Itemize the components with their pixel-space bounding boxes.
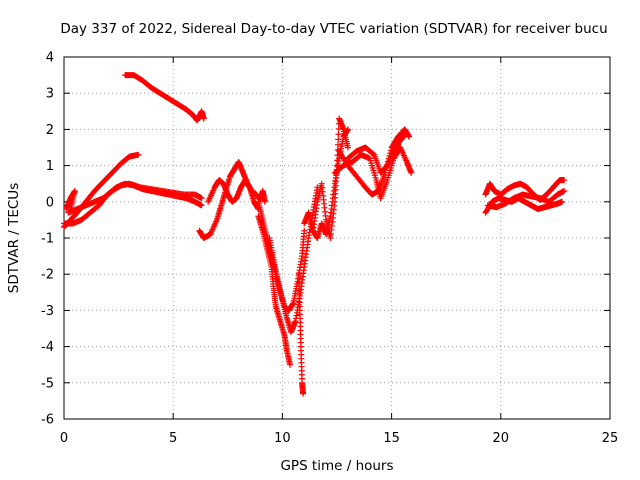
data-point-interp [300,230,307,237]
track-3 [63,187,78,213]
data-point-interp [331,202,338,209]
grid-lines [64,57,610,419]
data-point-interp [340,125,347,132]
track-12 [309,115,351,241]
data-point-interp [217,204,224,211]
track-6 [205,177,262,213]
track-4 [122,72,207,124]
data-point-interp [344,142,351,149]
y-tick-label: 2 [46,123,54,138]
y-tick-label: -2 [41,268,54,283]
data-point-interp [278,294,285,301]
x-axis-ticks: 0 5 10 15 20 25 [60,57,618,446]
data-point-interp [558,199,565,206]
data-point-interp [261,197,268,204]
y-axis-ticks: -6 -5 -4 -3 -2 -1 0 1 2 3 4 [41,51,610,428]
data-point-interp [292,319,299,326]
x-tick-label: 0 [60,431,68,446]
data-point-interp [197,194,204,201]
data-markers [61,72,568,397]
data-point-interp [298,375,305,382]
data-point-interp [334,141,341,148]
data-point-interp [270,254,277,261]
data-point-interp [134,151,141,158]
data-point-interp [300,389,307,396]
data-point-interp [305,238,312,245]
data-point-interp [395,139,402,146]
x-axis-label: GPS time / hours [280,458,393,474]
x-tick-label: 5 [169,431,177,446]
data-point-interp [63,204,70,211]
data-point-interp [289,300,296,307]
data-point-interp [344,127,351,134]
x-tick-label: 10 [274,431,291,446]
data-point-interp [382,164,389,171]
data-point-interp [300,267,307,274]
data-point-interp [283,345,290,352]
data-point-interp [298,255,305,262]
data-point-interp [369,150,376,157]
data-point-interp [351,171,358,178]
track-10 [295,271,307,397]
data-point-interp [335,125,342,132]
data-point-interp [89,190,96,197]
data-point-interp [403,130,410,137]
data-point-interp [402,131,409,138]
data-point-interp [274,276,281,283]
data-point-interp [372,174,379,181]
x-tick-label: 20 [493,431,510,446]
data-point-interp [94,204,101,211]
data-point-interp [560,177,567,184]
data-point-interp [98,180,105,187]
data-point-interp [335,131,342,138]
data-point-interp [335,136,342,143]
y-tick-label: -3 [41,304,54,319]
data-point-interp [322,212,329,219]
y-axis-label: SDTVAR / TECUs [6,183,22,293]
data-point-interp [272,301,279,308]
data-point-interp [313,202,320,209]
y-tick-label: 1 [46,159,54,174]
data-point-interp [197,202,204,209]
track-15 [344,130,410,176]
data-point-interp [286,360,293,367]
y-tick-label: -5 [41,376,54,391]
data-point-interp [334,157,341,164]
track-18 [484,187,568,211]
y-tick-label: -1 [41,232,54,247]
x-tick-label: 25 [602,431,619,446]
y-tick-label: -6 [41,413,54,428]
data-point-interp [283,312,290,319]
y-tick-label: 4 [46,51,54,66]
data-point-interp [381,171,388,178]
data-point-interp [107,171,114,178]
data-point-interp [276,316,283,323]
data-point-interp [281,331,288,338]
track-13 [331,144,415,202]
data-point-interp [115,162,122,169]
data-point-interp [403,157,410,164]
data-point-interp [360,181,367,188]
track-7 [255,213,294,368]
data-point-interp [383,179,390,186]
y-tick-label: 0 [46,195,54,210]
data-point-interp [407,168,414,175]
track-14 [336,126,413,198]
chart-title: Day 337 of 2022, Sidereal Day-to-day VTE… [60,21,607,37]
data-point-interp [297,339,304,346]
data-point-interp [213,218,220,225]
data-point-interp [560,188,567,195]
x-tick-label: 15 [383,431,400,446]
y-tick-label: -4 [41,340,54,355]
data-point-interp [296,303,303,310]
data-point-interp [200,114,207,121]
y-tick-label: 3 [46,87,54,102]
track-9 [266,184,321,336]
data-point-interp [259,214,266,221]
track-2 [65,180,205,216]
